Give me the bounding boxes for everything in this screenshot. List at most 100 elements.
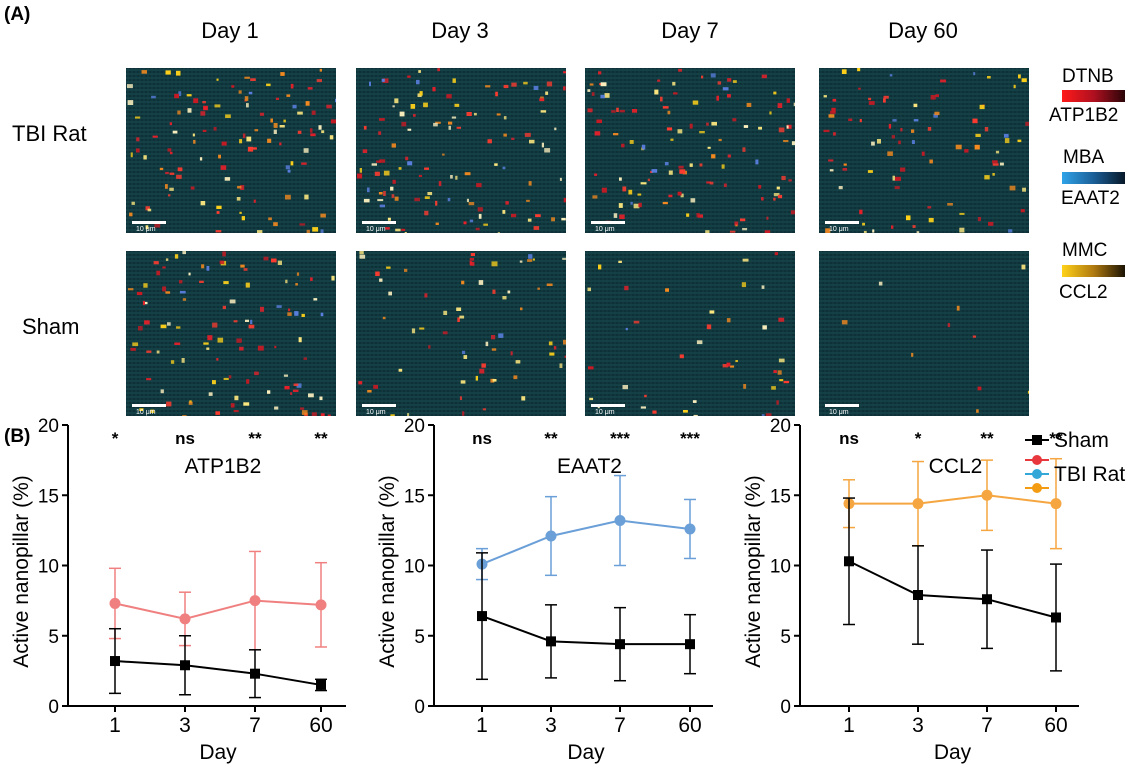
active-pillar-spot: [883, 98, 886, 103]
active-pillar-spot: [285, 165, 290, 170]
active-pillar-spot: [959, 227, 965, 233]
active-pillar-spot: [871, 141, 875, 146]
active-pillar-spot: [215, 411, 220, 415]
active-pillar-spot: [358, 381, 363, 385]
data-point: [912, 498, 924, 510]
significance-mark: ***: [610, 429, 630, 448]
active-pillar-spot: [259, 112, 264, 116]
active-pillar-spot: [831, 107, 836, 113]
chart-title: CCL2: [929, 455, 983, 478]
active-pillar-spot: [843, 163, 847, 166]
data-point: [614, 515, 626, 527]
active-pillar-spot: [664, 162, 669, 166]
active-pillar-spot: [740, 218, 746, 222]
active-pillar-spot: [677, 129, 683, 134]
active-pillar-spot: [765, 413, 772, 416]
active-pillar-spot: [706, 324, 712, 330]
active-pillar-spot: [147, 208, 152, 212]
active-pillar-spot: [551, 217, 555, 222]
micrograph-tbi-day60: 10 μm: [819, 68, 1029, 233]
active-pillar-spot: [273, 222, 278, 227]
active-pillar-spot: [947, 203, 953, 206]
active-pillar-spot: [394, 196, 399, 201]
active-pillar-spot: [246, 136, 252, 142]
active-pillar-spot: [652, 410, 657, 414]
data-point: [1050, 498, 1062, 510]
active-pillar-spot: [162, 286, 167, 292]
active-pillar-spot: [182, 251, 186, 255]
active-pillar-spot: [246, 379, 250, 384]
active-pillar-spot: [482, 408, 486, 411]
active-pillar-spot: [438, 181, 442, 187]
legend-ccl2: CCL2: [1059, 282, 1108, 303]
active-pillar-spot: [416, 79, 420, 85]
active-pillar-spot: [143, 301, 148, 305]
active-pillar-spot: [168, 194, 171, 197]
active-pillar-spot: [442, 153, 445, 156]
pillar-grid: [585, 68, 795, 233]
active-pillar-spot: [600, 94, 605, 99]
chart-title: EAAT2: [557, 455, 622, 478]
active-pillar-spot: [378, 192, 383, 195]
active-pillar-spot: [165, 258, 169, 261]
active-pillar-spot: [165, 184, 168, 189]
active-pillar-spot: [250, 319, 253, 325]
active-pillar-spot: [742, 258, 749, 262]
active-pillar-spot: [224, 177, 231, 181]
active-pillar-spot: [186, 94, 192, 97]
active-pillar-spot: [243, 402, 250, 406]
active-pillar-spot: [424, 167, 429, 170]
active-pillar-spot: [479, 368, 485, 374]
active-pillar-spot: [689, 163, 693, 167]
active-pillar-spot: [964, 149, 969, 153]
active-pillar-spot: [540, 110, 547, 113]
active-pillar-spot: [911, 129, 915, 133]
active-pillar-spot: [222, 251, 226, 257]
active-pillar-spot: [622, 385, 628, 390]
active-pillar-spot: [143, 155, 147, 160]
active-pillar-spot: [418, 70, 421, 73]
active-pillar-spot: [892, 119, 897, 122]
active-pillar-spot: [601, 187, 607, 193]
active-pillar-spot: [858, 87, 861, 90]
x-tick-label: 60: [1044, 714, 1067, 737]
active-pillar-spot: [892, 175, 895, 181]
active-pillar-spot: [187, 108, 192, 113]
legend-marker-tbi: [1032, 455, 1042, 465]
active-pillar-spot: [988, 221, 994, 226]
active-pillar-spot: [618, 203, 623, 208]
active-pillar-spot: [248, 91, 253, 95]
active-pillar-spot: [435, 121, 441, 124]
active-pillar-spot: [776, 186, 780, 190]
active-pillar-spot: [762, 325, 767, 330]
active-pillar-spot: [303, 357, 307, 360]
active-pillar-spot: [778, 317, 785, 322]
active-pillar-spot: [862, 222, 865, 226]
active-pillar-spot: [257, 230, 263, 233]
active-pillar-spot: [379, 118, 385, 121]
active-pillar-spot: [933, 113, 938, 118]
active-pillar-spot: [496, 113, 501, 116]
active-pillar-spot: [825, 228, 831, 233]
significance-mark: **: [248, 429, 262, 448]
active-pillar-spot: [452, 78, 456, 83]
active-pillar-spot: [867, 170, 873, 173]
active-pillar-spot: [842, 168, 848, 171]
active-pillar-spot: [722, 87, 729, 91]
active-pillar-spot: [435, 200, 438, 206]
active-pillar-spot: [678, 165, 684, 169]
active-pillar-spot: [972, 118, 978, 124]
active-pillar-spot: [662, 106, 669, 109]
active-pillar-spot: [974, 144, 980, 150]
active-pillar-spot: [777, 370, 782, 375]
active-pillar-spot: [975, 133, 981, 137]
scale-bar: [591, 404, 625, 407]
legend-eaat2: EAAT2: [1061, 188, 1120, 209]
active-pillar-spot: [657, 79, 661, 82]
active-pillar-spot: [216, 205, 222, 209]
active-pillar-spot: [407, 75, 411, 78]
active-pillar-spot: [640, 406, 646, 409]
active-pillar-spot: [174, 93, 179, 99]
active-pillar-spot: [511, 213, 517, 218]
active-pillar-spot: [779, 379, 784, 382]
